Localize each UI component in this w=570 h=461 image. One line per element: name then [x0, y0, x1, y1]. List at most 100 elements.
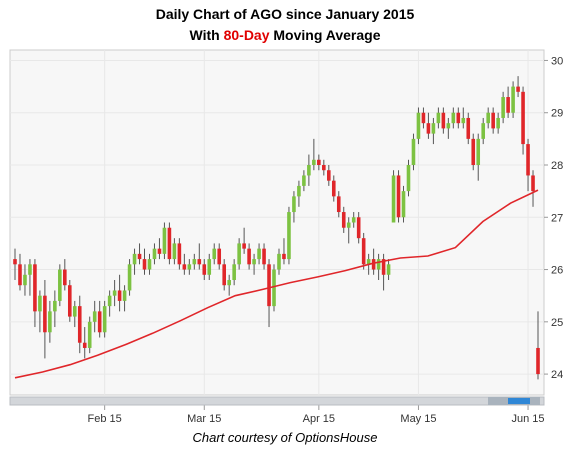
candle-up: [122, 285, 127, 312]
candle-down: [13, 248, 17, 280]
x-tick-label: Feb 15: [88, 413, 122, 425]
candle-up: [227, 274, 231, 296]
candle-up: [147, 253, 152, 275]
candle-up: [207, 253, 212, 280]
candle-down: [202, 259, 207, 280]
candle-down: [491, 107, 495, 134]
candle-up: [496, 112, 500, 134]
candle-up: [72, 300, 77, 328]
candle-down: [217, 243, 222, 270]
candle-up: [411, 133, 416, 171]
candle-down: [33, 259, 37, 328]
candle-up: [416, 107, 421, 145]
candle-up: [152, 243, 157, 265]
candle-down: [526, 138, 530, 192]
candle-up: [102, 300, 107, 338]
x-tick-label: May 15: [400, 413, 436, 425]
candle-up: [237, 238, 241, 270]
y-tick-label: 24: [551, 369, 563, 381]
candle-down: [242, 227, 246, 254]
candle-down: [336, 191, 341, 218]
x-tick-label: Mar 15: [187, 413, 221, 425]
candle-up: [92, 300, 97, 333]
candle-down: [157, 238, 162, 260]
candle-up: [376, 253, 381, 280]
candle-down: [167, 222, 172, 265]
plot-area: [9, 49, 545, 396]
candle-up: [187, 259, 192, 275]
candle-up: [162, 222, 167, 260]
candle-up: [431, 117, 436, 145]
candle-up: [461, 107, 466, 129]
candle-down: [456, 107, 461, 129]
candle-down: [117, 274, 122, 312]
candle-down: [282, 238, 286, 265]
candle-up: [172, 238, 177, 265]
candle-down: [317, 154, 321, 171]
subtitle-suffix: Moving Average: [273, 27, 381, 43]
y-tick-label: 25: [551, 317, 563, 329]
candle-up: [446, 117, 451, 139]
scrollbar-handle[interactable]: [508, 398, 530, 404]
candle-up: [287, 206, 291, 265]
candle-up: [58, 264, 62, 307]
moving-average-line: [14, 189, 539, 379]
x-tick-label: Jun 15: [512, 413, 545, 425]
chart-subtitle: With 80-Day Moving Average: [0, 27, 570, 43]
chart-credit: Chart courtesy of OptionsHouse: [192, 430, 378, 445]
candle-up: [272, 264, 276, 312]
candle-down: [361, 232, 366, 270]
candle-up: [127, 259, 132, 296]
candle-down: [327, 165, 331, 186]
candle-down: [521, 86, 525, 155]
candle-down: [177, 238, 182, 270]
candle-up: [406, 159, 411, 197]
candle-up: [436, 107, 441, 129]
y-axis-ticks: 24 25 26 27 28 29 30: [544, 55, 563, 381]
candle-up: [481, 117, 486, 145]
candle-up: [252, 253, 256, 275]
candle-down: [516, 76, 520, 98]
candle-down: [536, 311, 540, 380]
candle-up: [38, 290, 42, 333]
candle-down: [356, 212, 361, 244]
candle-down: [43, 280, 47, 359]
candle-down: [222, 259, 226, 291]
candle-up: [48, 300, 52, 343]
candle-down: [142, 248, 147, 275]
candle-down: [421, 107, 426, 129]
candle-down: [63, 259, 67, 291]
candle-down: [381, 253, 386, 291]
candle-up: [277, 248, 281, 275]
candle-up: [307, 154, 311, 186]
candle-up: [312, 138, 316, 171]
candle-up: [486, 107, 490, 129]
subtitle-highlight: 80-Day: [223, 27, 270, 43]
candle-down: [506, 86, 510, 118]
candle-down: [322, 159, 326, 176]
y-tick-label: 26: [551, 265, 563, 277]
subtitle-prefix: With: [189, 27, 220, 43]
candle-up: [28, 259, 32, 296]
x-tick-label: Apr 15: [303, 413, 335, 425]
candle-down: [396, 170, 401, 223]
candle-down: [82, 327, 87, 359]
grid-lines: [10, 50, 544, 395]
candle-down: [97, 300, 102, 338]
candle-up: [501, 91, 505, 124]
candle-down: [331, 175, 336, 202]
candle-up: [511, 81, 515, 118]
candle-down: [262, 243, 266, 270]
scrollbar[interactable]: [9, 396, 545, 406]
candle-up: [212, 243, 217, 265]
candle-down: [341, 206, 346, 233]
candlesticks: [13, 76, 540, 380]
candle-down: [426, 112, 431, 139]
candle-down: [441, 107, 446, 134]
candle-down: [371, 248, 376, 275]
y-tick-label: 30: [551, 55, 563, 67]
candle-up: [297, 180, 301, 207]
candle-down: [18, 253, 22, 291]
candle-up: [292, 191, 296, 223]
